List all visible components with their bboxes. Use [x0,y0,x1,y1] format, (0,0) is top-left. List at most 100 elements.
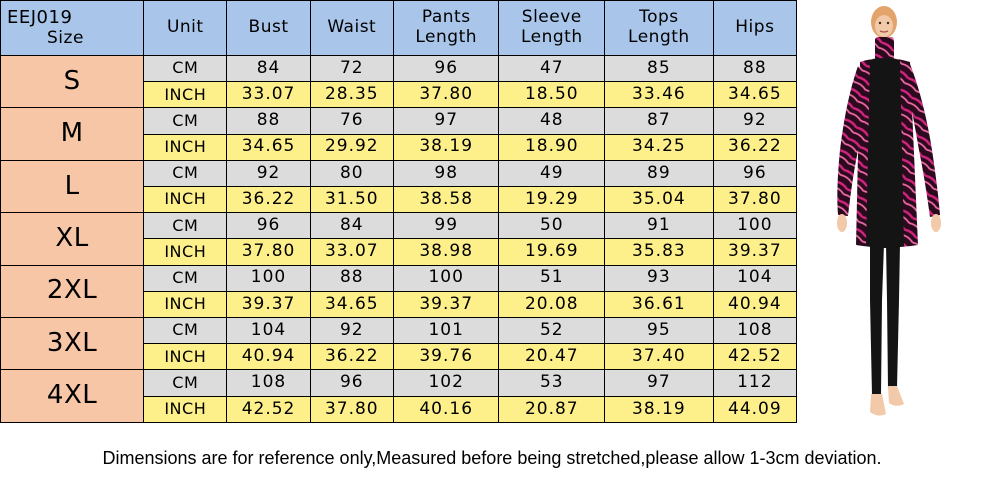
model-left-hand [837,214,847,232]
measurement-cell: 35.04 [604,186,714,214]
measurement-cell: 40.94 [226,343,311,371]
measurement-cell: 96 [309,369,394,397]
size-label: L [0,159,145,214]
measurement-cell: 39.37 [226,290,311,319]
measurement-cell: 20.08 [498,290,606,319]
size-row-cm: L CM 92 80 98 49 89 96 [0,159,798,214]
measurement-cell: 93 [604,264,714,292]
size-row-cm: 4XL CM 108 96 102 53 97 112 [0,369,798,423]
measurement-cell: 36.22 [309,343,394,371]
measurement-cell: 53 [498,369,606,397]
model-photo [837,6,941,416]
measurement-cell: 102 [392,369,500,397]
measurement-cell: 49 [498,159,606,188]
unit-cell: CM [143,54,228,83]
unit-cell: CM [143,212,228,240]
measurement-cell: 88 [309,264,394,292]
measurement-cell: 99 [392,212,500,240]
measurement-cell: 18.90 [498,133,606,161]
unit-cell: INCH [143,133,228,161]
size-row-inch: INCH 33.07 28.35 37.80 18.50 33.46 34.65 [1,81,798,109]
measurement-cell: 28.35 [309,81,394,109]
measurement-cell: 100 [392,264,500,292]
measurement-cell: 37.40 [604,343,714,371]
size-label: S [0,54,145,109]
measurement-cell: 34.65 [712,81,798,109]
bust-column-header: Bust [226,0,311,56]
measurement-cell: 72 [309,54,394,83]
unit-cell: CM [143,369,228,397]
header-line-1: Bust [248,17,289,38]
measurement-cell: 44.09 [712,395,798,424]
measurement-cell: 89 [604,159,714,188]
product-code-header: EEJ019 Size [0,0,145,56]
measurement-cell: 85 [604,54,714,83]
product-code: EEJ019 [7,6,73,28]
unit-cell: INCH [143,395,228,424]
size-row-cm: S CM 84 72 96 47 85 88 [0,54,798,109]
model-right-foot [888,386,904,406]
waist-column-header: Waist [309,0,394,56]
measurement-cell: 38.19 [392,133,500,161]
size-row-inch: INCH 39.37 34.65 39.37 20.08 36.61 40.94 [1,290,798,319]
measurement-cell: 39.37 [712,238,798,266]
measurement-cell: 84 [226,54,311,83]
header-line-1: Hips [735,17,775,38]
measurement-cell: 112 [712,369,798,397]
size-row-inch: INCH 37.80 33.07 38.98 19.69 35.83 39.37 [1,238,798,266]
model-left-leg [870,244,884,395]
header-line-1: Sleeve [521,7,582,28]
unit-cell: INCH [143,81,228,109]
measurement-cell: 40.94 [712,290,798,319]
size-rows: S CM 84 72 96 47 85 88 INCH 33.07 28.35 37.80 18.50 3… [0,54,798,424]
header-line-1: Pants [421,7,471,28]
measurement-cell: 33.07 [226,81,311,109]
measurement-cell: 108 [226,369,311,397]
hips-column-header: Hips [712,0,798,56]
measurement-cell: 37.80 [226,238,311,266]
measurement-cell: 40.16 [392,395,500,424]
header-line-1: Waist [327,17,377,38]
measurement-cell: 34.65 [309,290,394,319]
size-label: XL [0,212,145,266]
measurement-cell: 19.29 [498,186,606,214]
measurement-cell: 29.92 [309,133,394,161]
measurement-cell: 50 [498,212,606,240]
model-collar [875,37,894,61]
measurement-cell: 98 [392,159,500,188]
model-right-leg [886,244,900,388]
measurement-cell: 39.37 [392,290,500,319]
measurement-cell: 37.80 [712,186,798,214]
unit-cell: INCH [143,238,228,266]
measurement-cell: 34.25 [604,133,714,161]
header-line-2: Length [628,27,690,47]
size-label: 4XL [0,369,145,423]
measurement-cell: 80 [309,159,394,188]
measurement-cell: 104 [712,264,798,292]
measurement-cell: 96 [392,54,500,83]
size-label: 3XL [0,317,145,371]
size-row-cm: M CM 88 76 97 48 87 92 [0,107,798,161]
unit-cell: CM [143,264,228,292]
measurement-cell: 92 [309,317,394,345]
measurement-cell: 104 [226,317,311,345]
measurement-cell: 34.65 [226,133,311,161]
header-line-2: Length [520,27,583,47]
unit-cell: CM [143,107,228,135]
model-left-foot [870,394,886,416]
measurement-cell: 33.46 [604,81,714,109]
measurement-cell: 38.58 [392,186,500,214]
measurement-cell: 39.76 [392,343,500,371]
model-right-sleeve [906,64,940,217]
size-row-cm: XL CM 96 84 99 50 91 100 [0,212,798,266]
measurement-cell: 48 [498,107,606,135]
size-label: 2XL [0,264,145,319]
size-column-header: Size [47,27,84,48]
size-chart-table: EEJ019 Size Unit Bust Waist Pants Length … [0,0,798,424]
measurement-cell: 97 [604,369,714,397]
measurement-cell: 84 [309,212,394,240]
measurement-cell: 47 [498,54,606,83]
measurement-cell: 36.22 [712,133,798,161]
measurement-cell: 20.47 [498,343,606,371]
measurement-cell: 76 [309,107,394,135]
